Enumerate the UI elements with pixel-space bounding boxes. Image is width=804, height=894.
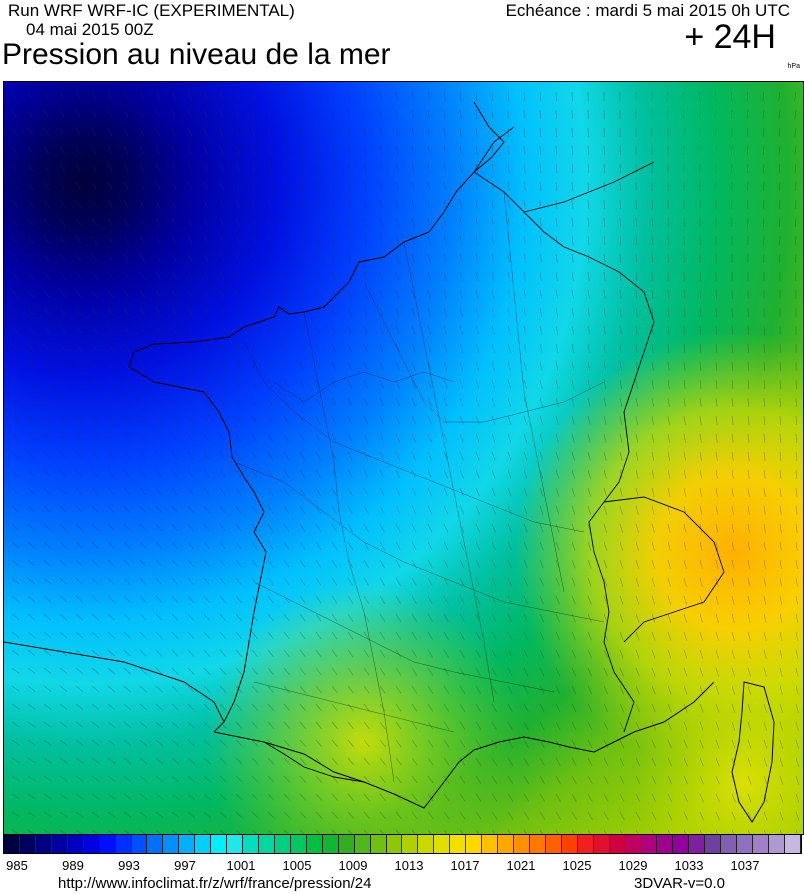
colorbar-tick-label: 1029 xyxy=(618,858,648,873)
colorbar-tick-label: 1021 xyxy=(506,858,536,873)
colorbar-swatch xyxy=(577,835,594,853)
colorbar-ticks: 985 989 993 997 1001 1005 1009 1013 1017… xyxy=(0,858,804,873)
colorbar-swatch xyxy=(450,835,467,853)
run-info: Run WRF WRF-IC (EXPERIMENTAL) xyxy=(8,1,295,20)
colorbar-swatch xyxy=(705,835,722,853)
country-borders xyxy=(263,126,725,783)
colorbar-swatch xyxy=(19,835,36,853)
colorbar-swatch xyxy=(35,835,52,853)
colorbar-swatch xyxy=(593,835,610,853)
colorbar-swatch xyxy=(322,835,339,853)
map-title: Pression au niveau de la mer xyxy=(2,38,391,71)
wind-barbs xyxy=(11,91,800,834)
colorbar-swatch xyxy=(737,835,754,853)
colorbar-swatch xyxy=(434,835,451,853)
colorbar-swatch xyxy=(641,835,658,853)
colorbar-swatch xyxy=(529,835,546,853)
colorbar-swatch xyxy=(195,835,212,853)
colorbar-swatch xyxy=(211,835,228,853)
colorbar-swatch xyxy=(227,835,244,853)
colorbar-swatch xyxy=(259,835,275,853)
colorbar-swatch xyxy=(753,835,769,853)
colorbar-swatch xyxy=(4,835,20,853)
pressure-colorbar xyxy=(3,834,802,854)
colorbar-tick-label: 1005 xyxy=(282,858,312,873)
colorbar-swatch xyxy=(370,835,387,853)
colorbar-swatch xyxy=(561,835,578,853)
colorbar-swatch xyxy=(83,835,100,853)
colorbar-swatch xyxy=(784,835,801,853)
colorbar-swatch xyxy=(657,835,674,853)
colorbar-swatch xyxy=(99,835,116,853)
colorbar-swatch xyxy=(67,835,84,853)
colorbar-tick-label: 1033 xyxy=(674,858,704,873)
colorbar-swatch xyxy=(290,835,307,853)
unit-label: hPa xyxy=(787,63,800,70)
colorbar-swatch xyxy=(306,835,323,853)
colorbar-swatch xyxy=(179,835,196,853)
colorbar-swatch xyxy=(466,835,483,853)
colorbar-tick-label: 1009 xyxy=(338,858,368,873)
colorbar-swatch xyxy=(721,835,738,853)
colorbar-swatch xyxy=(673,835,690,853)
forecast-step: + 24H xyxy=(684,18,776,56)
run-date: 04 mai 2015 00Z xyxy=(26,20,154,39)
colorbar-swatch xyxy=(514,835,530,853)
colorbar-tick-label: 997 xyxy=(174,858,196,873)
colorbar-swatch xyxy=(131,835,148,853)
colorbar-swatch xyxy=(338,835,355,853)
colorbar-swatch xyxy=(545,835,562,853)
colorbar-tick-label: 1017 xyxy=(450,858,480,873)
colorbar-swatch xyxy=(689,835,706,853)
colorbar-swatch xyxy=(386,835,403,853)
colorbar-swatch xyxy=(163,835,180,853)
colorbar-tick-label: 1037 xyxy=(730,858,760,873)
corsica-pressure-area xyxy=(4,82,803,834)
colorbar-swatch xyxy=(769,835,785,853)
source-url: http://www.infoclimat.fr/z/wrf/france/pr… xyxy=(58,875,372,892)
colorbar-swatch xyxy=(51,835,68,853)
pressure-map xyxy=(3,81,804,835)
coastline xyxy=(4,101,775,823)
colorbar-swatch xyxy=(115,835,132,853)
colorbar-swatch xyxy=(402,835,419,853)
colorbar-swatch xyxy=(498,835,514,853)
colorbar-swatch xyxy=(243,835,259,853)
colorbar-tick-label: 1001 xyxy=(226,858,256,873)
colorbar-swatch xyxy=(274,835,291,853)
colorbar-swatch xyxy=(147,835,164,853)
colorbar-tick-label: 989 xyxy=(62,858,84,873)
colorbar-tick-label: 993 xyxy=(118,858,140,873)
colorbar-tick-label: 1025 xyxy=(562,858,592,873)
colorbar-tick-label: 1013 xyxy=(394,858,424,873)
colorbar-swatch xyxy=(418,835,435,853)
colorbar-swatch xyxy=(482,835,499,853)
colorbar-swatch xyxy=(625,835,642,853)
colorbar-swatch xyxy=(354,835,371,853)
colorbar-swatch xyxy=(609,835,626,853)
colorbar-tick-label: 985 xyxy=(6,858,28,873)
forecast-valid-time: Echéance : mardi 5 mai 2015 0h UTC xyxy=(505,1,790,20)
model-version: 3DVAR-v=0.0 xyxy=(634,875,726,892)
department-borders xyxy=(233,191,605,783)
